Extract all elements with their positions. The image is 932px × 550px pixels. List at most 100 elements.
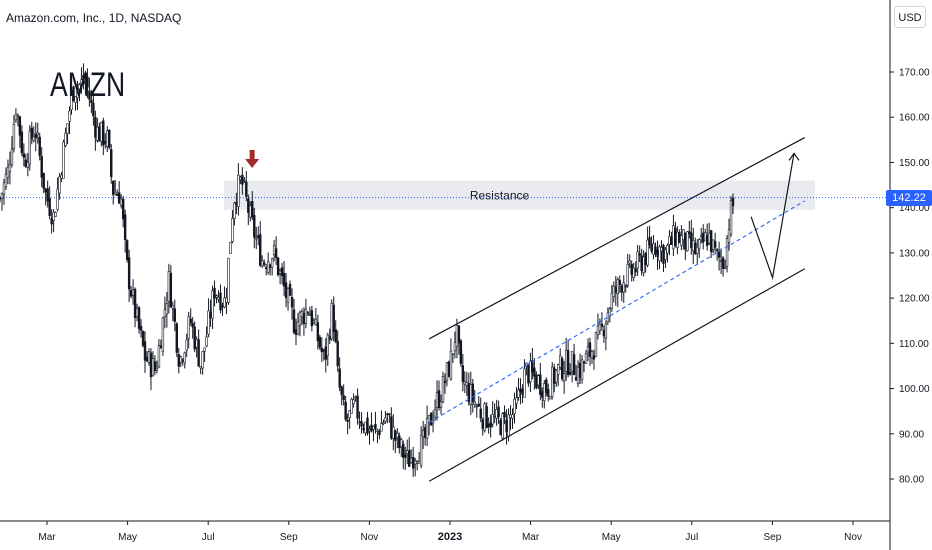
candle [521, 384, 524, 403]
candle [350, 397, 353, 414]
candle [624, 284, 627, 293]
candle [26, 153, 30, 177]
candle [268, 263, 272, 276]
candle [245, 171, 248, 202]
y-tick-label: 80.00 [899, 475, 924, 486]
candle [28, 125, 31, 171]
candle [618, 275, 621, 293]
candle [723, 259, 727, 270]
candle [24, 153, 28, 168]
candle [346, 413, 349, 435]
candle [227, 257, 230, 305]
candle [193, 321, 196, 353]
candle [503, 405, 506, 425]
candle [0, 192, 4, 211]
candle [165, 292, 169, 328]
candle [394, 429, 397, 453]
candle [427, 415, 431, 436]
candle [513, 392, 516, 424]
candle [473, 389, 476, 408]
candle [441, 371, 445, 404]
candle [489, 414, 492, 438]
candle [382, 419, 385, 426]
candle [270, 257, 274, 276]
candle [125, 239, 129, 263]
candle [183, 351, 186, 369]
candle [547, 383, 550, 402]
candle [314, 307, 318, 326]
candle [467, 372, 471, 406]
candle [574, 364, 578, 381]
candle [102, 117, 105, 156]
candle [479, 397, 482, 423]
candle [276, 257, 280, 277]
candle [588, 337, 592, 366]
candle [50, 209, 53, 234]
projection-path[interactable] [750, 153, 795, 281]
candle [96, 117, 99, 143]
candle [286, 287, 290, 311]
candle [650, 236, 653, 254]
candle [483, 402, 486, 433]
candle [12, 115, 16, 153]
candle [727, 218, 731, 251]
x-tick-label: Mar [522, 532, 540, 543]
candle [560, 356, 564, 382]
candle [658, 244, 661, 270]
candle [241, 167, 244, 195]
channel-lower-line[interactable] [428, 268, 806, 482]
candle [640, 248, 643, 276]
candle [139, 319, 143, 338]
candle [415, 459, 419, 471]
candle [566, 339, 570, 378]
channel-mid-line[interactable] [428, 200, 806, 423]
candle [92, 91, 95, 126]
candle [719, 248, 723, 275]
candle [499, 417, 502, 436]
candle [511, 408, 514, 429]
candle [705, 223, 709, 251]
candle [171, 301, 175, 322]
candle [161, 316, 165, 356]
candle [634, 261, 637, 277]
candle [356, 388, 359, 425]
candle [175, 322, 178, 357]
channel-upper-line[interactable] [428, 137, 806, 340]
down-arrow-shaft [249, 149, 255, 159]
candle [6, 159, 10, 184]
candle [104, 133, 107, 149]
candle [52, 209, 55, 232]
candle [398, 432, 401, 454]
candle [437, 380, 441, 411]
candle [332, 296, 335, 342]
candle [326, 332, 329, 366]
candle [366, 411, 369, 436]
resistance-label: Resistance [470, 189, 530, 203]
candle [656, 240, 659, 270]
candle [151, 351, 155, 377]
candle [135, 303, 139, 322]
candle [14, 108, 18, 124]
candle [64, 127, 67, 148]
candle [692, 227, 695, 265]
x-tick-label: Jul [685, 532, 698, 543]
candle [302, 307, 306, 336]
candle [729, 196, 733, 237]
candle [116, 189, 119, 197]
candle [187, 311, 190, 349]
candle [686, 230, 689, 252]
candle [298, 310, 302, 337]
candle [682, 229, 685, 250]
candle [223, 286, 226, 309]
candle [372, 425, 375, 442]
candle [644, 251, 647, 273]
candle [652, 235, 655, 260]
currency-button[interactable]: USD [894, 6, 926, 28]
candle [558, 348, 562, 371]
candle [169, 264, 173, 308]
candle [672, 214, 675, 257]
x-tick-label: May [118, 532, 137, 543]
candle [592, 349, 596, 370]
candle [300, 308, 304, 326]
